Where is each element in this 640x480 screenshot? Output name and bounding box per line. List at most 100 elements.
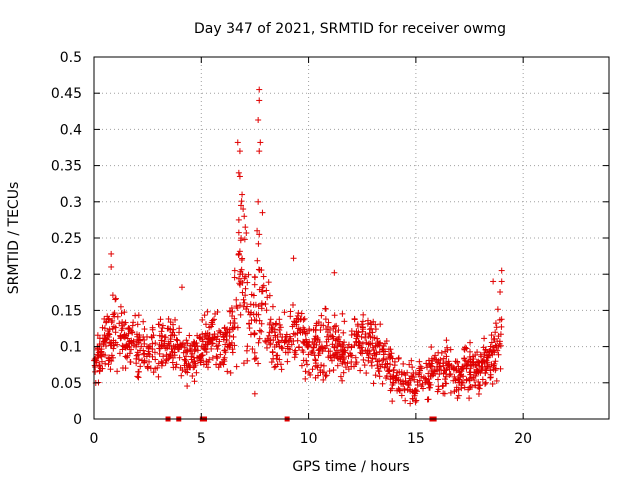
data-point: [402, 397, 409, 404]
data-point: [288, 341, 295, 348]
data-point: [452, 358, 459, 365]
data-point: [253, 317, 260, 324]
data-point: [322, 373, 329, 380]
x-tick-label: 10: [300, 431, 318, 447]
data-point: [226, 328, 233, 335]
data-point: [298, 362, 305, 369]
data-point: [241, 275, 248, 282]
data-point: [110, 337, 117, 344]
data-point: [251, 281, 258, 288]
data-point: [271, 343, 278, 350]
data-point: [341, 359, 348, 366]
data-point: [282, 349, 289, 356]
data-point: [214, 333, 221, 340]
data-point: [92, 364, 99, 371]
data-point: [463, 362, 470, 369]
data-point: [470, 359, 477, 366]
data-point: [492, 329, 499, 336]
data-point: [141, 358, 148, 365]
data-point: [239, 191, 246, 198]
data-point: [465, 386, 472, 393]
data-point: [151, 349, 158, 356]
data-point: [296, 327, 303, 334]
data-point: [287, 308, 294, 315]
data-point: [262, 300, 269, 307]
data-point: [373, 335, 380, 342]
data-point: [299, 347, 306, 354]
data-point: [377, 363, 384, 370]
data-point: [237, 268, 244, 275]
data-point: [190, 364, 197, 371]
data-point: [267, 340, 274, 347]
data-point: [372, 372, 379, 379]
data-point: [445, 358, 452, 365]
data-point: [341, 318, 348, 325]
data-point: [173, 336, 180, 343]
data-point: [332, 328, 339, 335]
data-point: [255, 360, 262, 367]
data-point: [497, 342, 504, 349]
data-point: [234, 139, 241, 146]
data-point: [383, 356, 390, 363]
data-point: [135, 339, 142, 346]
data-point: [249, 346, 256, 353]
data-point: [312, 363, 319, 370]
data-point: [169, 348, 176, 355]
data-point: [213, 361, 220, 368]
data-point: [493, 324, 500, 331]
data-point: [492, 342, 499, 349]
data-point: [345, 341, 352, 348]
data-point: [102, 342, 109, 349]
data-point: [155, 373, 162, 380]
data-point: [267, 316, 274, 323]
data-point: [175, 343, 182, 350]
data-point: [323, 338, 330, 345]
data-point: [224, 368, 231, 375]
data-point: [366, 348, 373, 355]
data-point: [306, 338, 313, 345]
data-point: [380, 351, 387, 358]
data-point: [423, 364, 430, 371]
data-point: [306, 326, 313, 333]
data-point: [367, 340, 374, 347]
data-point: [240, 360, 247, 367]
data-point: [254, 227, 261, 234]
data-point: [424, 396, 431, 403]
data-point: [237, 302, 244, 309]
data-point: [107, 366, 114, 373]
data-point: [272, 334, 279, 341]
data-point: [197, 359, 204, 366]
data-point: [159, 359, 166, 366]
data-point: [251, 273, 258, 280]
data-point: [359, 328, 366, 335]
data-point: [207, 337, 214, 344]
data-point: [256, 335, 263, 342]
data-point: [133, 331, 140, 338]
data-point: [266, 329, 273, 336]
data-point: [114, 341, 121, 348]
data-point: [255, 116, 262, 123]
data-point: [344, 360, 351, 367]
data-point: [244, 303, 251, 310]
data-point: [101, 325, 108, 332]
data-point: [245, 271, 252, 278]
data-point: [320, 362, 327, 369]
data-point: [108, 263, 115, 270]
data-point: [358, 333, 365, 340]
data-point: [251, 330, 258, 337]
data-point: [152, 356, 159, 363]
data-point: [278, 344, 285, 351]
data-point: [211, 331, 218, 338]
data-point: [258, 320, 265, 327]
data-point: [251, 349, 258, 356]
data-point: [240, 206, 247, 213]
data-point: [140, 318, 147, 325]
data-point: [242, 224, 249, 231]
data-point: [368, 359, 375, 366]
data-point: [372, 326, 379, 333]
data-point: [341, 347, 348, 354]
data-point: [295, 310, 302, 317]
data-point: [392, 376, 399, 383]
data-point: [337, 338, 344, 345]
data-point: [250, 301, 257, 308]
